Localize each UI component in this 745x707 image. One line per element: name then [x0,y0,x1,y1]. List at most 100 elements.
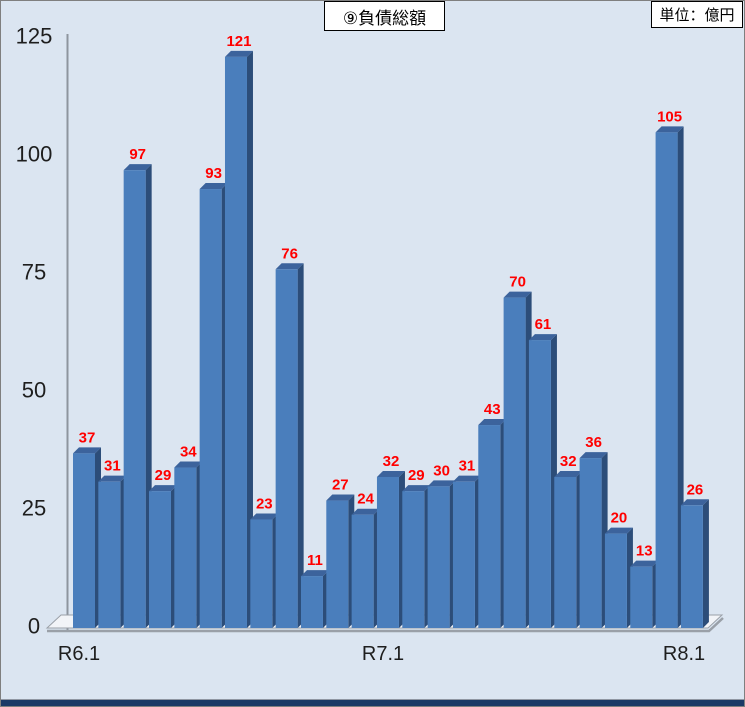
bar-group [680,499,709,628]
bar-value-label: 34 [180,444,197,461]
bar-side [677,126,684,629]
window-bottom-edge [1,699,744,706]
bar-face [300,576,323,628]
bar-top [655,126,684,133]
bar-group [402,485,431,628]
bar-group [503,291,532,628]
bar-value-label: 32 [560,453,577,470]
bar-side [297,263,304,628]
y-axis-tick-label: 0 [28,614,40,639]
bar-face [528,340,551,628]
bar-face [326,500,349,628]
bar-group [351,508,380,628]
bar-face [73,453,95,628]
bar-face [148,491,171,628]
chart-floor-edge [47,617,724,633]
bar-top [300,570,329,577]
bar-top [98,475,127,482]
y-axis-tick-label: 50 [22,378,46,403]
bar-top [554,470,583,477]
bar-face [452,481,475,628]
bar-top [478,419,507,426]
bar-value-label: 11 [307,552,323,569]
bar-face [554,476,577,628]
bar-top [630,560,659,567]
bar-face [630,566,653,628]
bar-top [199,183,228,190]
bar-top [148,485,177,492]
bar-side [702,499,709,628]
bar-value-label: 61 [535,316,552,333]
bar-group [376,470,405,628]
x-axis-tick-label: R6.1 [58,643,100,665]
unit-label-box: 単位：億円 [651,1,743,28]
bar-face [250,519,273,628]
bar-face [199,189,222,629]
bar-group [98,475,127,628]
bar-value-label: 43 [484,401,501,418]
bar-value-label: 30 [433,462,450,479]
bar-face [351,514,374,628]
bar-group [655,126,684,629]
bar-value-label: 32 [383,453,400,470]
bar-face [123,170,146,628]
bar-group [300,570,329,628]
x-axis-tick-label: R7.1 [362,643,404,665]
bar-group [224,50,253,628]
bar-value-label: 93 [205,165,222,182]
y-axis-line [66,34,69,630]
unit-label: 単位：億円 [659,7,735,24]
bar-face [579,458,602,628]
bar-value-label: 70 [509,274,526,291]
bar-face [604,533,627,628]
bar-value-label: 97 [129,146,146,163]
bar-face [174,467,197,628]
bar-top [402,485,431,492]
bar-group [427,480,456,628]
bar-value-label: 31 [104,458,121,475]
bar-value-label: 24 [357,491,374,508]
bar-group [604,527,633,628]
bar-top [224,50,253,57]
bar-group [528,334,557,628]
bar-top [73,447,101,454]
bar-group [326,494,355,628]
bar-group [148,485,177,628]
chart-title-box: ⑨負債総額 [324,1,445,31]
bar-face [275,269,298,628]
bar-value-label: 31 [459,458,476,475]
bar-group [123,164,152,628]
bar-top [503,291,532,298]
bar-top [452,475,481,482]
bar-group [275,263,304,628]
bar-top [427,480,456,487]
bar-top [250,513,279,520]
bar-value-label: 13 [636,543,653,560]
bar-face [478,425,501,628]
bar-group [478,419,507,628]
bar-top [579,452,608,459]
bar-group [199,183,228,629]
bar-value-label: 105 [657,108,682,125]
bar-top [326,494,355,501]
x-axis-tick-label: R8.1 [663,643,705,665]
bar-top [376,470,405,477]
bar-group [73,447,101,628]
chart-title: ⑨負債総額 [342,8,427,28]
y-axis-tick-label: 25 [22,496,46,521]
bar-group [579,452,608,628]
bar-value-label: 23 [256,495,273,512]
bar-value-label: 26 [687,481,704,498]
bar-face [503,297,526,628]
y-axis-tick-label: 75 [22,260,46,285]
bar-value-label: 36 [585,434,602,451]
bar-top [680,499,709,506]
bar-value-label: 76 [281,245,298,262]
bar-face [224,56,247,628]
y-axis-tick-label: 125 [16,24,53,49]
bar-side [246,50,253,628]
bar-top [528,334,557,341]
bar-group [452,475,481,628]
